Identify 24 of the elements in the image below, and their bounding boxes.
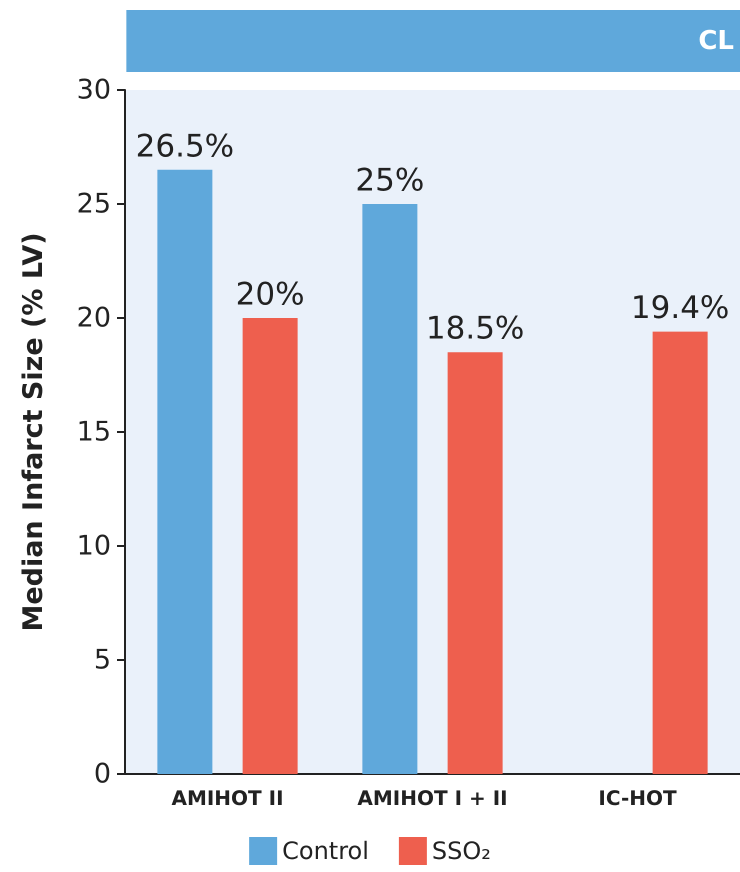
data-label: 19.4% [630,290,730,326]
bar [652,332,708,774]
x-tick-label: AMIHOT I + II [357,786,508,810]
y-tick-label: 5 [94,644,111,676]
bar [242,318,298,774]
y-tick-label: 15 [76,416,111,448]
bar [157,170,212,774]
data-label: 25% [355,162,424,198]
data-label: 26.5% [136,128,234,164]
y-tick-label: 20 [76,302,111,334]
legend-label: Control [282,837,369,865]
y-tick-label: 0 [94,758,111,790]
bar [362,204,418,774]
x-tick-label: AMIHOT II [171,786,284,810]
bar [448,352,503,774]
legend-label: SSO₂ [432,837,491,865]
x-tick-label: IC-HOT [598,786,677,810]
y-tick-label: 10 [76,530,111,562]
y-tick-label: 30 [76,74,111,106]
y-tick-label: 25 [76,188,111,220]
data-label: 20% [236,276,305,312]
chart-title: CL [698,26,734,56]
y-axis-title: Median Infarct Size (% LV) [18,232,49,632]
data-label: 18.5% [426,310,524,347]
